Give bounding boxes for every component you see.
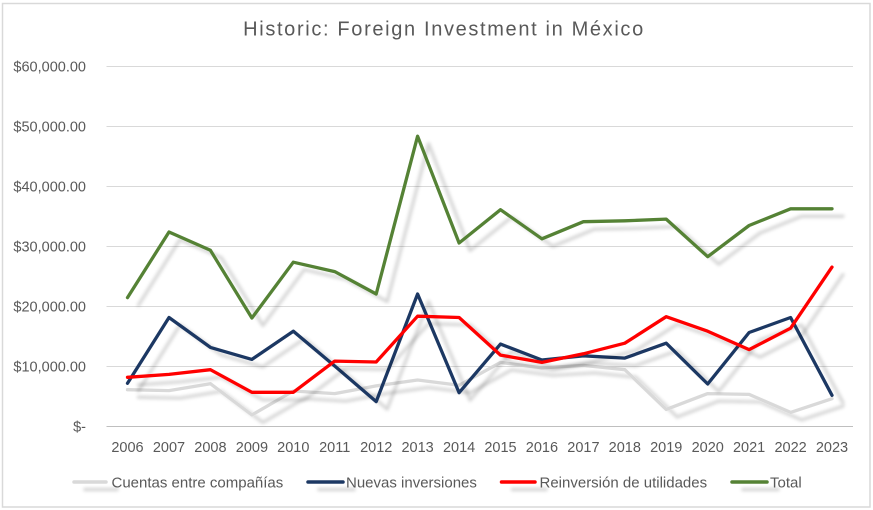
svg-text:2006: 2006 — [111, 440, 143, 456]
svg-text:2017: 2017 — [567, 440, 599, 456]
svg-text:Cuentas entre compañías: Cuentas entre compañías — [112, 475, 284, 492]
svg-text:2016: 2016 — [526, 440, 558, 456]
svg-text:2008: 2008 — [194, 440, 226, 456]
svg-text:2011: 2011 — [319, 440, 350, 456]
svg-text:2014: 2014 — [443, 440, 475, 456]
svg-text:$50,000.00: $50,000.00 — [13, 120, 86, 136]
svg-text:$30,000.00: $30,000.00 — [13, 240, 86, 256]
svg-text:2022: 2022 — [774, 440, 806, 456]
svg-text:2019: 2019 — [650, 440, 682, 456]
svg-text:2018: 2018 — [609, 440, 641, 456]
svg-text:$-: $- — [73, 420, 86, 436]
svg-text:2023: 2023 — [816, 440, 848, 456]
svg-text:Historic: Foreign Investment i: Historic: Foreign Investment in México — [243, 19, 645, 41]
svg-text:$20,000.00: $20,000.00 — [13, 300, 86, 316]
svg-text:2021: 2021 — [733, 440, 765, 456]
svg-text:$60,000.00: $60,000.00 — [13, 60, 86, 76]
svg-text:2007: 2007 — [153, 440, 185, 456]
svg-text:$40,000.00: $40,000.00 — [13, 180, 86, 196]
svg-text:2012: 2012 — [360, 440, 392, 456]
svg-text:Reinversión de utilidades: Reinversión de utilidades — [540, 475, 708, 492]
svg-text:2009: 2009 — [236, 440, 268, 456]
svg-text:2020: 2020 — [692, 440, 724, 456]
svg-text:$10,000.00: $10,000.00 — [13, 360, 86, 376]
svg-text:Total: Total — [770, 475, 802, 492]
svg-text:2015: 2015 — [484, 440, 516, 456]
svg-text:Nuevas inversiones: Nuevas inversiones — [346, 475, 477, 492]
svg-text:2010: 2010 — [277, 440, 309, 456]
svg-text:2013: 2013 — [401, 440, 433, 456]
